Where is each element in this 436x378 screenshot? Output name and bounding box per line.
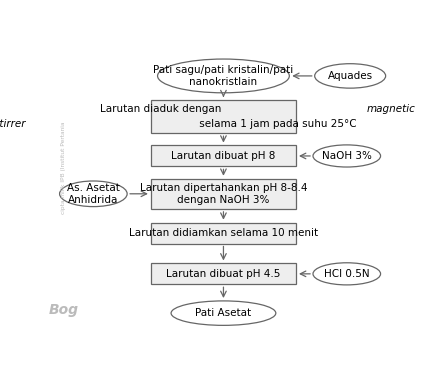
Bar bbox=[151, 146, 296, 166]
Text: NaOH 3%: NaOH 3% bbox=[322, 151, 372, 161]
Bar bbox=[151, 223, 296, 243]
Ellipse shape bbox=[315, 64, 385, 88]
Ellipse shape bbox=[60, 181, 127, 207]
Text: As. Asetat
Anhidrida: As. Asetat Anhidrida bbox=[67, 183, 120, 205]
Text: Larutan diaduk dengan: Larutan diaduk dengan bbox=[100, 104, 225, 114]
Ellipse shape bbox=[171, 301, 276, 325]
Text: HCl 0.5N: HCl 0.5N bbox=[324, 269, 370, 279]
Ellipse shape bbox=[313, 145, 381, 167]
Text: Larutan didiamkan selama 10 menit: Larutan didiamkan selama 10 menit bbox=[129, 228, 318, 238]
Text: Pati Asetat: Pati Asetat bbox=[195, 308, 252, 318]
Text: stirrer: stirrer bbox=[0, 119, 26, 129]
Bar bbox=[151, 263, 296, 284]
Ellipse shape bbox=[157, 59, 290, 93]
Ellipse shape bbox=[313, 263, 381, 285]
Text: Pati sagu/pati kristalin/pati
nanokristlain: Pati sagu/pati kristalin/pati nanokristl… bbox=[153, 65, 293, 87]
Text: Aquades: Aquades bbox=[327, 71, 373, 81]
Text: cipta milik IPB (Institut Pertania: cipta milik IPB (Institut Pertania bbox=[61, 121, 66, 214]
Text: magnetic: magnetic bbox=[366, 104, 415, 114]
Bar bbox=[151, 100, 296, 133]
Text: Bog: Bog bbox=[49, 303, 79, 317]
Text: selama 1 jam pada suhu 25°C: selama 1 jam pada suhu 25°C bbox=[196, 119, 357, 129]
Bar bbox=[151, 179, 296, 209]
Text: Larutan dipertahankan pH 8-8.4
dengan NaOH 3%: Larutan dipertahankan pH 8-8.4 dengan Na… bbox=[140, 183, 307, 205]
Text: Larutan dibuat pH 8: Larutan dibuat pH 8 bbox=[171, 151, 276, 161]
Text: Larutan dibuat pH 4.5: Larutan dibuat pH 4.5 bbox=[166, 269, 281, 279]
